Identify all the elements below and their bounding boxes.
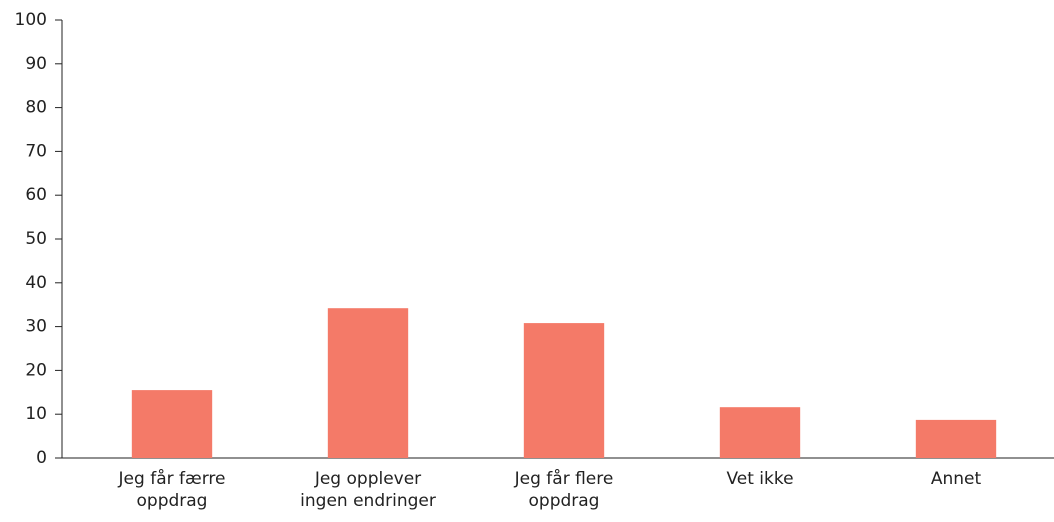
- y-tick-label: 90: [25, 54, 47, 74]
- y-tick-label: 40: [25, 273, 47, 293]
- x-tick-label: Jeg opplever ingen endringer: [300, 469, 436, 511]
- x-tick-label: Vet ikke: [726, 469, 794, 489]
- x-tick-label: Annet: [930, 469, 982, 489]
- y-tick-label: 30: [25, 317, 47, 337]
- x-tick-label: Jeg får flere oppdrag: [514, 469, 614, 511]
- y-tick-label: 80: [25, 98, 47, 118]
- y-tick-label: 0: [36, 448, 47, 468]
- y-tick-label: 20: [25, 360, 47, 380]
- bar: [523, 323, 605, 458]
- y-tick-label: 70: [25, 141, 47, 161]
- bar: [327, 308, 409, 458]
- bar: [719, 407, 801, 458]
- y-tick-label: 10: [25, 404, 47, 424]
- y-tick-label: 50: [25, 229, 47, 249]
- x-tick-label: Jeg får færre oppdrag: [118, 469, 226, 511]
- y-tick-label: 60: [25, 185, 47, 205]
- bar: [131, 390, 213, 458]
- y-tick-label: 100: [15, 10, 47, 30]
- bar: [915, 419, 997, 458]
